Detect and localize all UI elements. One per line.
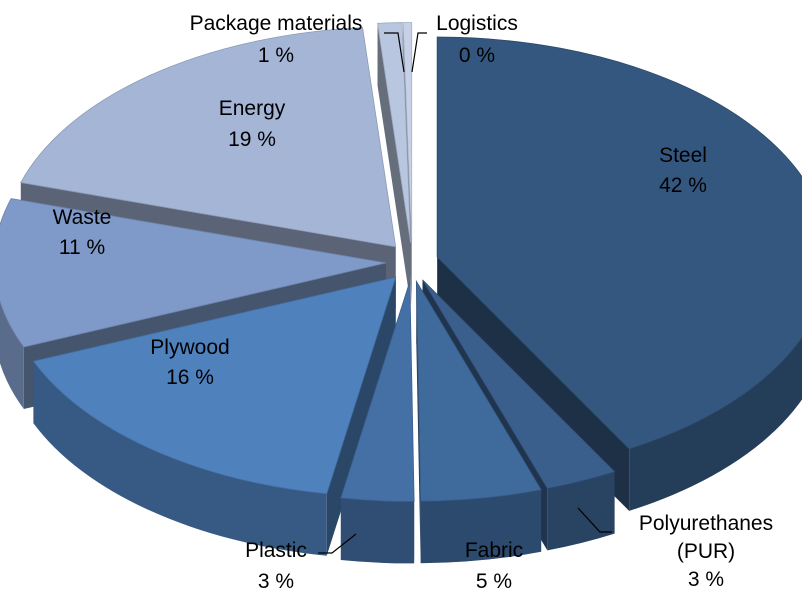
slice-label-steel: Steel 42 % (659, 144, 707, 197)
slice-value-energy: 19 % (228, 128, 276, 151)
slice-name-line2-polyurethanes: (PUR) (677, 540, 735, 563)
leader-line-polyurethanes (577, 507, 612, 533)
pie-slice-rim-fabric-0 (420, 489, 542, 564)
slice-label-fabric: Fabric 5 % (465, 539, 523, 592)
slice-label-plastic: Plastic 3 % (245, 533, 357, 592)
pie-slice-plywood (32, 276, 397, 556)
pie-slice-plastic (340, 281, 415, 564)
slice-value-waste: 11 % (59, 236, 105, 259)
slice-value-plastic: 3 % (258, 570, 294, 592)
slice-value-steel: 42 % (659, 174, 707, 197)
pie-slice-top-steel (436, 36, 802, 450)
leader-line-package-materials (384, 32, 405, 73)
slice-value-package-materials: 1 % (258, 44, 294, 67)
slice-name-plywood: Plywood (150, 336, 229, 359)
pie-slice-top-package-materials (377, 22, 412, 243)
slice-value-polyurethanes: 3 % (688, 568, 724, 591)
pie-slice-top-plywood (32, 276, 397, 495)
slice-label-polyurethanes: Polyurethanes (PUR) 3 % (577, 507, 773, 591)
pie-slice-wall-package-materials-0 (377, 23, 411, 305)
pie-slice-top-polyurethanes (422, 279, 616, 489)
slice-label-waste: Waste 11 % (53, 206, 112, 259)
pie-slice-top-fabric (415, 279, 542, 502)
pie-slice-top-plastic (340, 281, 415, 502)
slice-name-fabric: Fabric (465, 539, 523, 562)
leader-line-logistics (411, 32, 427, 73)
pie-slices (0, 22, 802, 564)
pie-slice-fabric (415, 279, 542, 564)
slice-name-energy: Energy (219, 97, 286, 120)
slice-name-polyurethanes: Polyurethanes (639, 512, 773, 535)
slice-label-package-materials: Package materials 1 % (190, 12, 405, 73)
slice-name-steel: Steel (659, 144, 707, 167)
slice-value-fabric: 5 % (476, 570, 512, 592)
pie-slice-top-waste (0, 198, 387, 348)
pie-slice-rim-plywood-0 (33, 361, 327, 556)
slice-label-energy: Energy 19 % (219, 97, 286, 151)
pie-slice-package-materials (377, 22, 412, 305)
slice-name-plastic: Plastic (245, 539, 307, 562)
slice-name-logistics: Logistics (436, 12, 518, 35)
slice-label-logistics: Logistics 0 % (411, 12, 518, 73)
pie-slice-top-logistics (402, 22, 413, 243)
leader-line-plastic (318, 533, 357, 554)
slice-label-plywood: Plywood 16 % (150, 336, 229, 389)
pie-slice-wall-plywood-0 (326, 277, 396, 556)
slice-value-plywood: 16 % (166, 366, 214, 389)
pie-slice-top-energy (20, 27, 397, 248)
pie-slice-rim-waste-0 (0, 300, 24, 410)
slice-name-package-materials: Package materials (190, 12, 363, 35)
slice-value-logistics: 0 % (459, 44, 495, 67)
pie-slice-rim-plastic-0 (340, 498, 415, 564)
pie-slice-rim-steel-0 (629, 337, 802, 511)
slice-name-waste: Waste (53, 206, 112, 229)
